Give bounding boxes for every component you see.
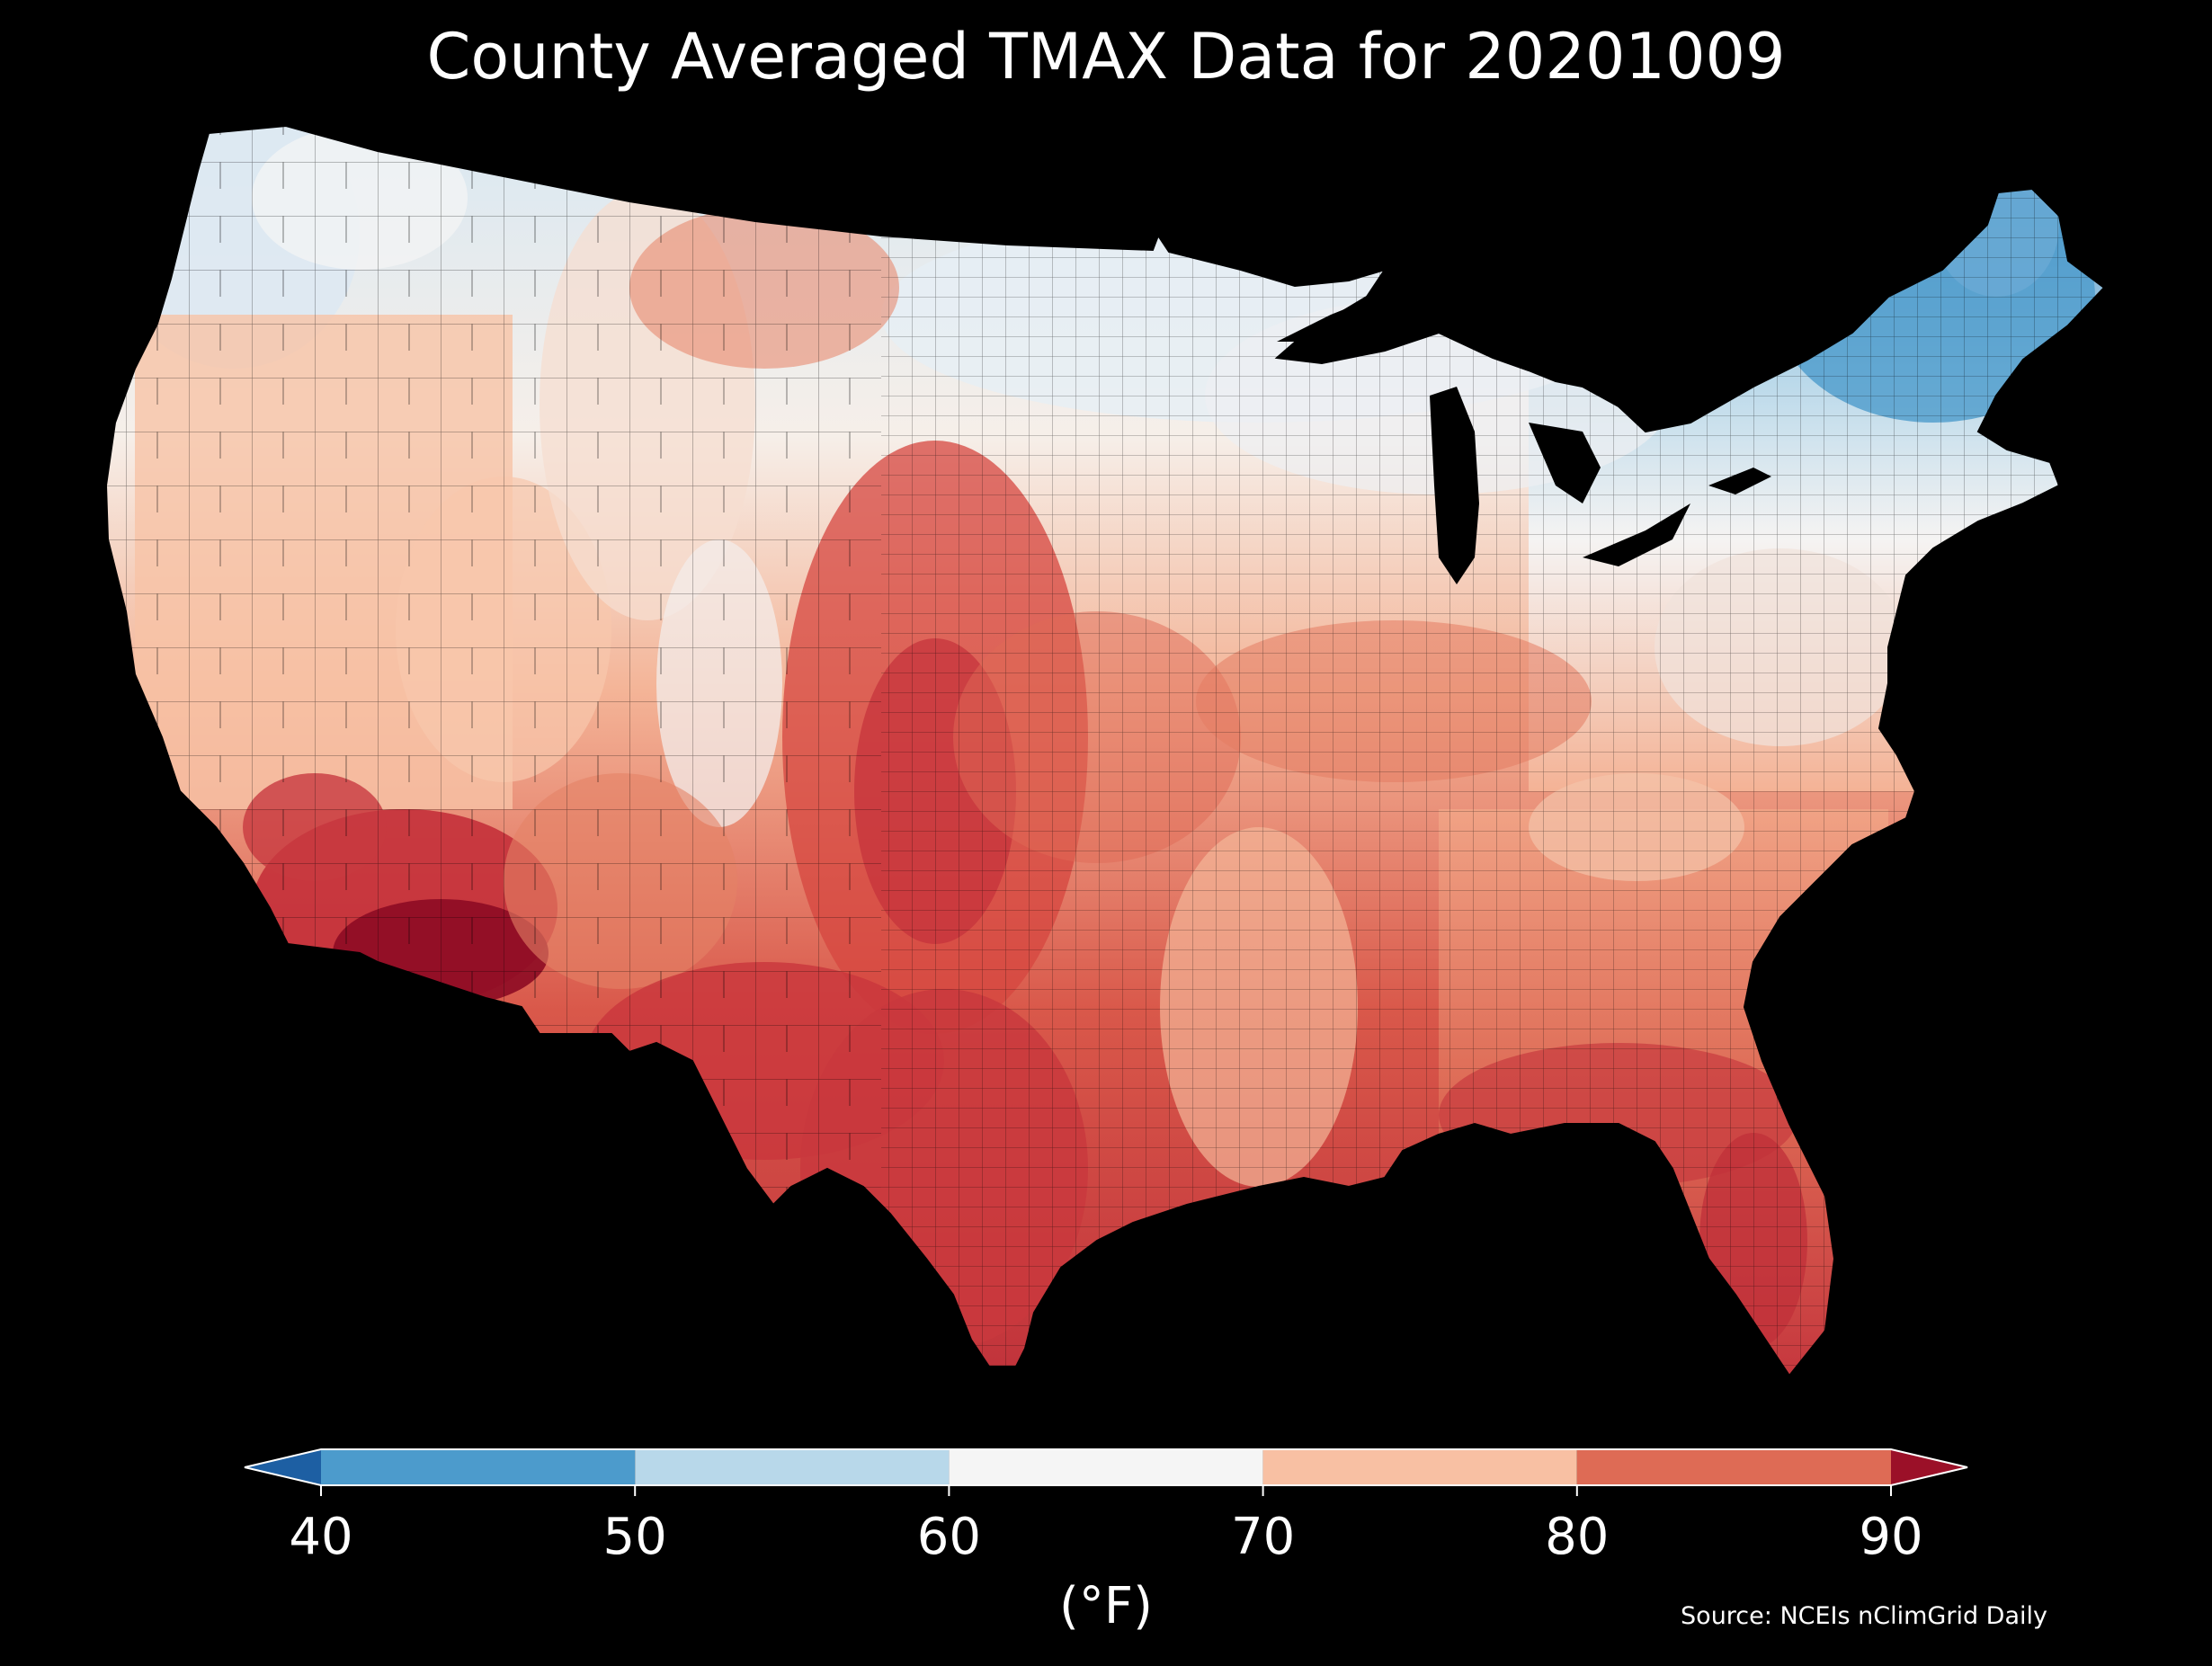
great-lakes (1277, 297, 1771, 584)
colorbar-bin-80-90 (1576, 1449, 1891, 1485)
source-label: Source: NCEIs nClimGrid Daily (1681, 1602, 2047, 1630)
colorbar-tick-label: 90 (1859, 1508, 1923, 1566)
colorbar-extend-over (1891, 1449, 1967, 1485)
colorbar-extend-under (245, 1449, 321, 1485)
colorbar-tick-label: 70 (1230, 1508, 1296, 1566)
colorbar-tick-label: 50 (602, 1508, 667, 1566)
colorbar-units-label: (°F) (1059, 1577, 1153, 1635)
choropleth-map (105, 125, 2105, 1376)
colorbar-tick-label: 40 (289, 1508, 353, 1566)
colorbar-bin-40-50 (321, 1449, 636, 1485)
colorbar-tick-label: 80 (1545, 1508, 1610, 1566)
colorbar (0, 1439, 2212, 1528)
colorbar-tick-label: 60 (916, 1508, 982, 1566)
colorbar-svg (244, 1448, 1968, 1496)
us-county-map-svg (105, 125, 2105, 1376)
colorbar-bin-70-80 (1262, 1449, 1577, 1485)
colorbar-bin-60-70 (949, 1449, 1263, 1485)
colorbar-bin-50-60 (635, 1449, 950, 1485)
county-fill-layer (106, 126, 2104, 1376)
map-title: County Averaged TMAX Data for 20201009 (426, 20, 1786, 94)
